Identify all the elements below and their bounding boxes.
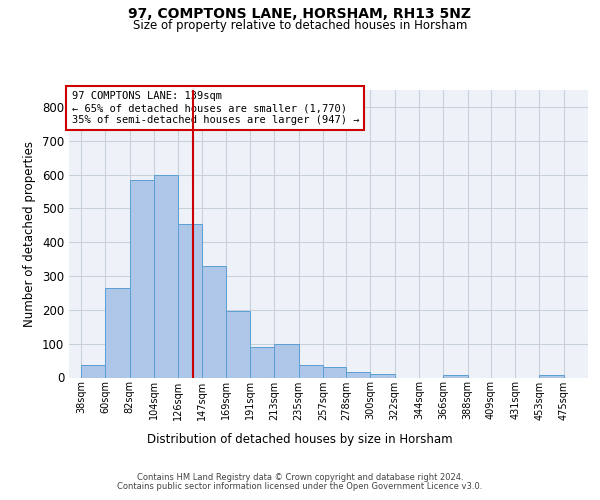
Text: Size of property relative to detached houses in Horsham: Size of property relative to detached ho… <box>133 19 467 32</box>
Bar <box>323 368 346 378</box>
Bar <box>106 288 130 378</box>
Text: 97, COMPTONS LANE, HORSHAM, RH13 5NZ: 97, COMPTONS LANE, HORSHAM, RH13 5NZ <box>128 8 472 22</box>
Bar <box>130 180 154 378</box>
Text: Contains HM Land Registry data © Crown copyright and database right 2024.: Contains HM Land Registry data © Crown c… <box>137 472 463 482</box>
Bar <box>443 375 467 378</box>
Text: 97 COMPTONS LANE: 139sqm
← 65% of detached houses are smaller (1,770)
35% of sem: 97 COMPTONS LANE: 139sqm ← 65% of detach… <box>71 92 359 124</box>
Bar <box>178 224 202 378</box>
Bar <box>274 344 299 378</box>
Bar <box>202 266 226 378</box>
Bar <box>299 364 323 378</box>
Bar <box>370 374 395 378</box>
Text: Distribution of detached houses by size in Horsham: Distribution of detached houses by size … <box>147 432 453 446</box>
Text: Contains public sector information licensed under the Open Government Licence v3: Contains public sector information licen… <box>118 482 482 491</box>
Bar <box>250 347 274 378</box>
Bar <box>226 311 250 378</box>
Y-axis label: Number of detached properties: Number of detached properties <box>23 141 37 327</box>
Bar <box>346 372 370 378</box>
Bar <box>154 174 178 378</box>
Bar <box>81 364 106 378</box>
Bar <box>539 375 564 378</box>
